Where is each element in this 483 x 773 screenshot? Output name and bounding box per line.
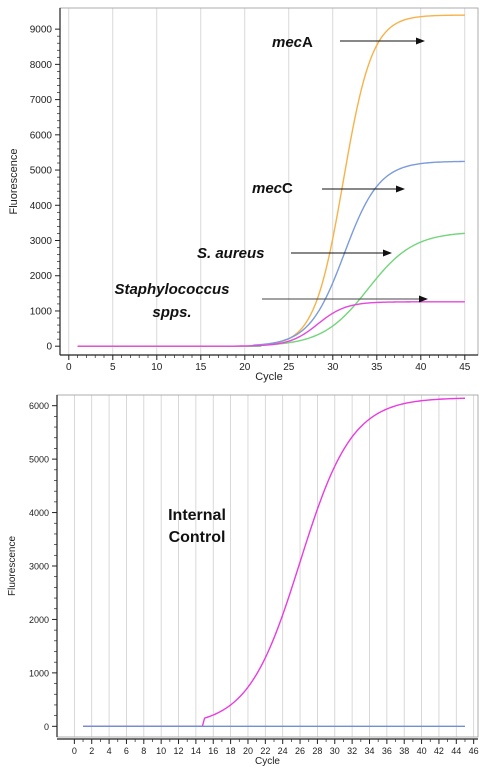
annotation-part: S. aureus xyxy=(197,245,265,262)
chart-top: 0 1000 2000 3000 4000 5000 6000 7000 8000 9000 0 5 1… xyxy=(8,7,479,383)
x-tick-label: 10 xyxy=(156,746,166,756)
y-tick-label: 7000 xyxy=(30,95,53,106)
x-tick-label: 20 xyxy=(239,362,251,373)
annotation-arrowhead xyxy=(383,249,392,257)
x-tick-label: 28 xyxy=(312,746,322,756)
x-tick-label: 18 xyxy=(226,746,236,756)
annotation-part: A xyxy=(302,34,313,51)
y-axis-label: Fluorescence xyxy=(8,148,20,214)
y-tick-label: 5000 xyxy=(29,455,49,465)
internal-control-label-line: Internal xyxy=(168,507,226,524)
x-axis-label: Cycle xyxy=(255,371,283,383)
annotation-part: mec xyxy=(252,180,283,197)
x-tick-label: 15 xyxy=(195,362,207,373)
x-tick-label: 36 xyxy=(382,746,392,756)
annotation-arrowhead xyxy=(419,295,428,303)
x-tick-label: 2 xyxy=(89,746,94,756)
y-axis-label: Fluorescence xyxy=(7,536,18,596)
x-tick-label: 46 xyxy=(469,746,479,756)
x-tick-label: 25 xyxy=(283,362,295,373)
series-line-staphylococcus-spps- xyxy=(77,301,465,347)
series-annotation: mecA xyxy=(272,34,313,51)
x-tick-label: 44 xyxy=(451,746,461,756)
y-tick-label: 3000 xyxy=(30,236,53,247)
x-tick-label: 30 xyxy=(327,362,339,373)
x-tick-label: 40 xyxy=(417,746,427,756)
x-tick-label: 42 xyxy=(434,746,444,756)
series-annotation-line: Staphylococcus xyxy=(114,281,229,298)
y-tick-label: 4000 xyxy=(29,508,49,518)
y-tick-label: 6000 xyxy=(30,130,53,141)
x-tick-label: 26 xyxy=(295,746,305,756)
plot-frame xyxy=(56,394,479,738)
y-tick-label: 3000 xyxy=(29,562,49,572)
y-tick-label: 1000 xyxy=(30,306,53,317)
x-tick-label: 24 xyxy=(278,746,288,756)
internal-control-label-line: Control xyxy=(169,529,226,546)
series-line-internal-control xyxy=(83,397,465,728)
y-tick-label: 1000 xyxy=(29,668,49,678)
x-tick-label: 10 xyxy=(151,362,163,373)
series-annotation: S. aureus xyxy=(197,245,265,262)
x-tick-label: 5 xyxy=(110,362,116,373)
x-tick-label: 45 xyxy=(459,362,471,373)
y-tick-label: 8000 xyxy=(30,60,53,71)
x-tick-label: 14 xyxy=(191,746,201,756)
y-tick-label: 0 xyxy=(46,342,52,353)
x-axis-label: Cycle xyxy=(255,756,280,767)
y-tick-label: 0 xyxy=(44,722,49,732)
x-tick-label: 12 xyxy=(174,746,184,756)
x-tick-label: 34 xyxy=(364,746,374,756)
series-annotation: mecC xyxy=(252,180,293,197)
x-tick-label: 40 xyxy=(415,362,427,373)
x-tick-label: 20 xyxy=(243,746,253,756)
y-tick-label: 4000 xyxy=(30,201,53,212)
y-tick-label: 2000 xyxy=(29,615,49,625)
x-tick-label: 16 xyxy=(208,746,218,756)
x-tick-label: 6 xyxy=(124,746,129,756)
x-tick-label: 30 xyxy=(330,746,340,756)
x-tick-label: 22 xyxy=(260,746,270,756)
x-tick-label: 38 xyxy=(399,746,409,756)
y-tick-label: 2000 xyxy=(30,271,53,282)
x-tick-label: 4 xyxy=(107,746,112,756)
y-tick-label: 6000 xyxy=(29,401,49,411)
y-tick-label: 5000 xyxy=(30,166,53,177)
x-tick-label: 0 xyxy=(66,362,72,373)
annotation-part: mec xyxy=(272,34,303,51)
x-tick-label: 35 xyxy=(371,362,383,373)
x-tick-label: 0 xyxy=(72,746,77,756)
annotation-arrowhead xyxy=(416,37,425,45)
annotation-part: C xyxy=(282,180,293,197)
annotation-arrowhead xyxy=(396,185,405,193)
x-tick-label: 32 xyxy=(347,746,357,756)
y-tick-label: 9000 xyxy=(30,25,53,36)
series-annotation-line: spps. xyxy=(152,304,191,321)
x-tick-label: 8 xyxy=(141,746,146,756)
